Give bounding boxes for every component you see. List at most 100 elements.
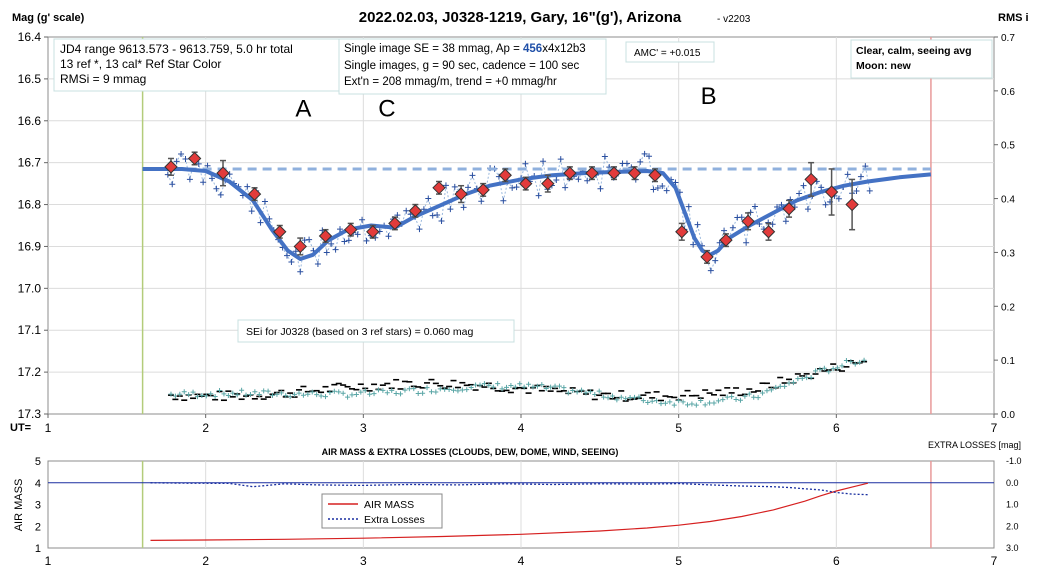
single-image-point [178,151,185,158]
rms-cross-mark [742,393,748,399]
single-image-point [743,239,750,246]
binned-point [804,172,818,187]
rms-cross-mark [420,390,426,396]
rms-cross-mark [715,398,721,404]
single-image-point [769,221,776,228]
single-image-point [601,153,608,160]
info-box-right [850,39,993,79]
binned-point [607,166,621,180]
info-box-middle-line: Single image SE = 38 mmag, Ap = 456x4x12… [344,43,586,55]
rms-cross-mark [252,389,258,395]
x-tick-label: 2 [202,421,209,435]
rms-cross-mark [186,392,192,398]
rms-cross-mark [808,375,814,381]
info-box-left-line: RMSi = 9 mmag [60,72,146,86]
y-tick-label: 17.2 [18,365,42,379]
rms-cross-mark [777,383,783,389]
rms-cross-mark [640,398,646,404]
rms-cross-mark [508,383,514,389]
single-image-point [844,171,851,178]
binned-point [408,204,423,218]
rms-cross-mark [676,398,682,404]
rms-cross-mark [181,389,187,395]
rms-cross-mark [751,394,757,400]
single-image-point [447,206,454,213]
single-image-point [345,237,352,244]
y2-axis-label: RMS i [998,12,1029,24]
single-image-point [284,252,291,259]
y2-tick-label: 0.6 [1001,87,1015,98]
aperture-value: 456 [523,43,542,55]
rms-cross-mark [526,381,532,387]
y-tick-label: 16.5 [18,72,42,86]
single-image-point [328,240,335,247]
info-box-right-line: Clear, calm, seeing avg [856,45,972,57]
single-image-point [721,227,728,234]
single-image-point [729,224,736,231]
y2-tick-label: 0.5 [1001,141,1015,152]
rms-cross-mark [345,394,351,400]
single-image-point [288,259,295,266]
binned-point [541,176,555,191]
rms-cross-mark [353,392,359,398]
rms-cross-mark [632,394,638,400]
single-image-point [513,184,520,191]
rms-cross-mark [561,385,567,391]
rms-cross-mark [835,365,841,371]
y-axis-label: Mag (g' scale) [12,12,85,24]
rms-cross-mark [570,387,576,393]
airmass-legend [321,493,443,529]
rms-cross-mark [384,390,390,396]
binned-point [216,166,230,180]
binned-point [782,202,796,216]
rms-cross-mark [424,385,430,391]
airmass-x-tick-label: 3 [360,554,367,568]
rms-cross-mark [190,389,196,395]
single-image-point [597,185,604,192]
rms-cross-mark [380,387,386,393]
rms-cross-mark [433,389,439,395]
rms-cross-mark [790,380,796,386]
single-image-point [354,231,361,238]
single-image-point [442,182,449,189]
rms-cross-mark [764,388,770,394]
single-image-point [261,198,268,205]
single-image-point [663,187,670,194]
rms-cross-mark [565,390,571,396]
single-image-point [804,206,811,213]
rms-cross-mark [813,368,819,374]
rms-cross-mark [375,387,381,393]
y2-tick-label: 0.2 [1001,302,1015,313]
y-tick-label: 17.3 [18,407,42,421]
rms-cross-mark [534,383,540,389]
single-image-point [451,183,458,190]
rms-cross-mark [861,357,867,363]
single-image-point [623,160,630,167]
single-image-point [169,181,176,188]
rms-cross-mark [503,384,509,390]
single-image-point [208,175,215,182]
rms-cross-mark [256,392,262,398]
aperture-suffix: x4x12b3 [542,43,585,55]
rms-cross-mark [618,394,624,400]
rms-cross-mark [760,390,766,396]
amc-box [625,41,715,63]
single-image-point [685,203,692,210]
rms-cross-mark [309,389,315,395]
y-tick-label: 16.8 [18,198,42,212]
rms-cross-mark [680,399,686,405]
rms-cross-mark [702,402,708,408]
single-image-point [712,257,719,264]
x-tick-label: 6 [833,421,840,435]
single-image-point [460,204,467,211]
rms-cross-mark [768,387,774,393]
rms-cross-mark [684,402,690,408]
x-tick-label: 3 [360,421,367,435]
single-image-point [557,156,564,163]
rms-cross-mark [446,387,452,393]
single-image-point [438,218,445,225]
single-image-point [297,268,304,275]
rms-cross-mark [799,375,805,381]
single-image-point [535,192,542,199]
